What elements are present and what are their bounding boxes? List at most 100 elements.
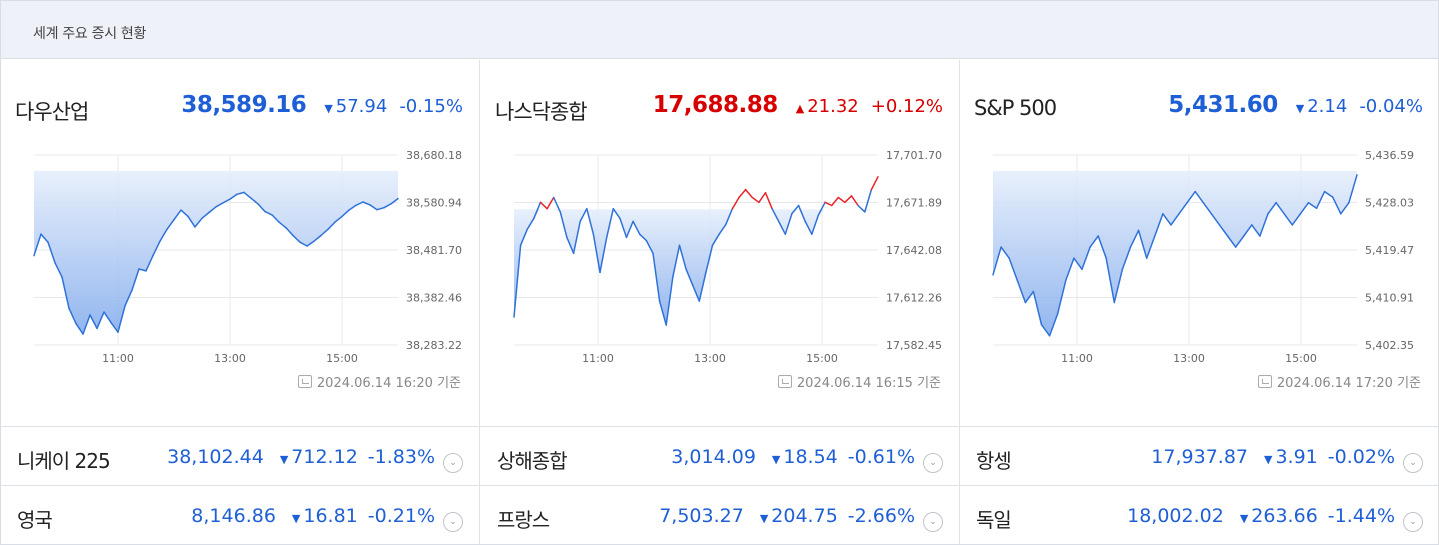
series-segment: [159, 228, 168, 242]
series-segment: [138, 268, 147, 272]
timestamp: 2024.06.14 16:15 기준: [777, 372, 941, 391]
series-segment: [725, 207, 734, 226]
series-segment: [632, 220, 641, 235]
series-segment: [383, 203, 392, 209]
series-segment: [166, 218, 175, 231]
intraday-chart[interactable]: 17,701.70 17,671.89 17,642.08 17,612.26 17,5…: [481, 146, 960, 362]
chevron-down-icon[interactable]: ⌄: [1403, 453, 1423, 473]
index-row-germany[interactable]: 독일 18,002.02 ▼ 263.66 -1.44% ⌄: [960, 486, 1439, 544]
series-segment: [1299, 201, 1310, 215]
series-segment: [124, 289, 133, 307]
series-segment: [1348, 174, 1358, 204]
index-panel-sp500[interactable]: S&P 500 5,431.60 ▼ 2.14 -0.04% 5,436.59 5…: [960, 60, 1439, 426]
series-segment: [1291, 213, 1302, 226]
series-segment: [1121, 246, 1132, 271]
y-tick-label: 17,642.08: [886, 244, 942, 257]
series-segment: [678, 244, 687, 270]
series-segment: [1137, 229, 1148, 259]
index-name: 항셍: [976, 449, 1012, 473]
chevron-down-icon[interactable]: ⌄: [923, 512, 943, 532]
series-segment: [110, 321, 119, 333]
index-price: 38,102.44: [167, 446, 264, 468]
series-segment: [830, 196, 840, 207]
index-name: 니케이 225: [17, 449, 111, 473]
chevron-down-icon[interactable]: ⌄: [443, 512, 463, 532]
index-row-nikkei[interactable]: 니케이 225 38,102.44 ▼ 712.12 -1.83% ⌄: [1, 427, 480, 485]
index-quote: 8,146.86 ▼ 16.81 -0.21% ⌄: [191, 505, 463, 532]
series-segment: [194, 217, 203, 228]
series-segment: [1283, 213, 1294, 226]
series-segment: [285, 227, 294, 237]
series-segment: [376, 206, 385, 211]
series-segment: [711, 233, 720, 247]
index-price: 38,589.16: [181, 92, 307, 118]
down-arrow-icon: ▼: [1264, 453, 1273, 466]
index-change-pct: -2.66%: [847, 505, 915, 527]
index-change: 712.12: [291, 446, 358, 468]
series-segment: [173, 209, 182, 221]
widget-header: 세계 주요 증시 현황: [1, 1, 1438, 59]
index-change: 16.81: [303, 505, 358, 527]
index-row-hangseng[interactable]: 항셍 17,937.87 ▼ 3.91 -0.02% ⌄: [960, 427, 1439, 485]
index-change-pct: -0.61%: [847, 446, 915, 468]
index-row-uk[interactable]: 영국 8,146.86 ▼ 16.81 -0.21% ⌄: [1, 486, 480, 544]
series-segment: [1000, 246, 1010, 259]
series-segment: [236, 191, 245, 196]
area-fill: [993, 170, 1357, 336]
series-segment: [348, 204, 357, 211]
series-segment: [791, 204, 800, 215]
y-tick-label: 38,481.70: [406, 244, 462, 257]
index-panel-dow[interactable]: 다우산업 38,589.16 ▼ 57.94 -0.15% 38,680.18 3…: [1, 60, 480, 426]
down-arrow-icon: ▼: [771, 453, 781, 466]
intraday-chart[interactable]: 5,436.59 5,428.03 5,419.47 5,410.91 5,402.35…: [960, 146, 1439, 362]
series-segment: [215, 202, 224, 208]
chevron-down-icon[interactable]: ⌄: [923, 453, 943, 473]
index-price: 7,503.27: [659, 505, 744, 527]
x-tick-label: 13:00: [214, 352, 246, 362]
timestamp: 2024.06.14 16:20 기준: [297, 372, 461, 391]
y-tick-label: 17,671.89: [886, 197, 942, 210]
y-tick-label: 5,428.03: [1365, 197, 1414, 210]
index-quote: 38,589.16 ▼ 57.94 -0.15%: [181, 92, 463, 118]
series-segment: [658, 300, 667, 326]
intraday-chart[interactable]: 38,680.18 38,580.94 38,481.70 38,382.46 38,2…: [1, 146, 480, 362]
series-segment: [784, 212, 793, 235]
series-segment: [559, 211, 568, 239]
index-change: 3.91: [1275, 446, 1318, 468]
index-panel-nasdaq[interactable]: 나스닥종합 17,688.88 ▲ 21.32 +0.12% 17,701.70…: [481, 60, 960, 426]
series-segment: [685, 268, 694, 286]
index-name: 상해종합: [497, 449, 568, 473]
series-segment: [355, 201, 364, 207]
series-segment: [145, 254, 154, 272]
x-tick-label: 11:00: [102, 352, 134, 362]
index-change: 21.32: [807, 96, 859, 117]
chevron-down-icon[interactable]: ⌄: [1403, 512, 1423, 532]
series-segment: [526, 217, 535, 231]
series-segment: [751, 196, 760, 204]
series-segment: [731, 196, 740, 210]
y-tick-label: 5,402.35: [1365, 339, 1414, 352]
series-segment: [131, 268, 140, 291]
index-change-pct: -0.15%: [399, 96, 463, 117]
series-segment: [797, 204, 806, 223]
series-segment: [1259, 213, 1269, 237]
series-segment: [1113, 268, 1124, 304]
down-arrow-icon: ▼: [1239, 512, 1249, 525]
x-tick-label: 15:00: [326, 352, 358, 362]
series-segment: [152, 240, 161, 257]
series-segment: [572, 220, 581, 255]
index-row-france[interactable]: 프랑스 7,503.27 ▼ 204.75 -2.66% ⌄: [481, 486, 960, 544]
y-tick-label: 5,419.47: [1365, 244, 1414, 257]
index-row-shanghai[interactable]: 상해종합 3,014.09 ▼ 18.54 -0.61% ⌄: [481, 427, 960, 485]
index-name: 영국: [17, 508, 53, 532]
index-change-pct: -1.44%: [1327, 505, 1395, 527]
down-arrow-icon: ▼: [279, 453, 289, 466]
y-tick-label: 38,580.94: [406, 197, 462, 210]
series-segment: [257, 203, 266, 213]
down-arrow-icon: ▼: [291, 512, 301, 525]
series-segment: [222, 198, 231, 204]
series-segment: [625, 220, 634, 239]
series-segment: [870, 176, 879, 191]
series-segment: [824, 201, 833, 207]
chevron-down-icon[interactable]: ⌄: [443, 453, 463, 473]
